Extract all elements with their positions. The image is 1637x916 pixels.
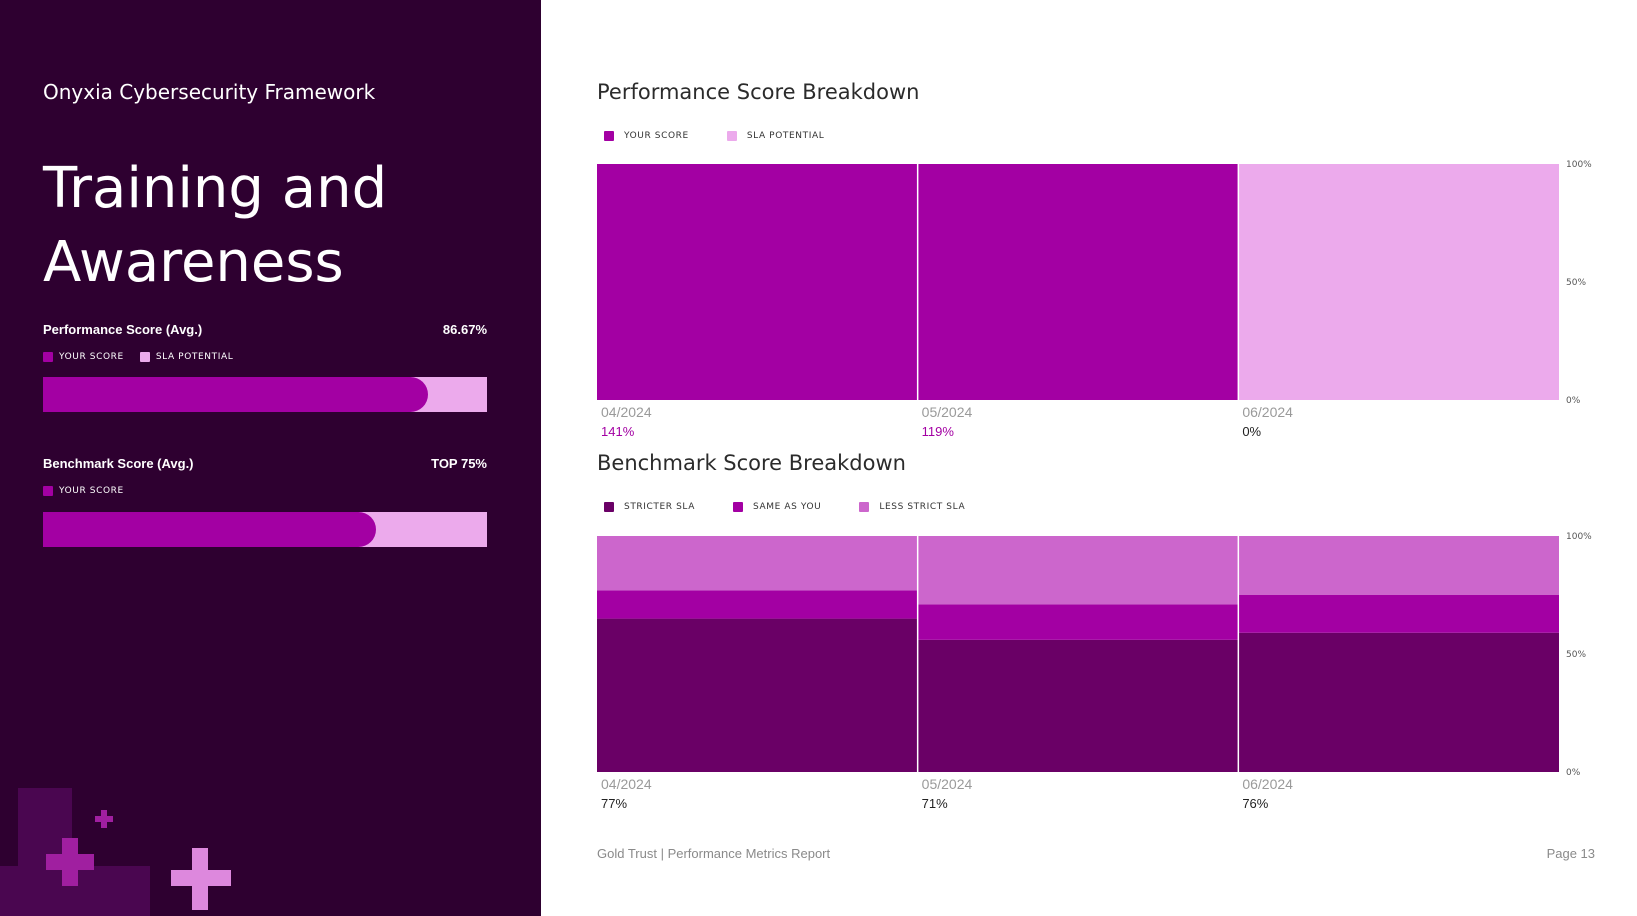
performance-legend: YOUR SCORE SLA POTENTIAL <box>43 352 243 362</box>
y-tick-label: 50% <box>1566 278 1586 288</box>
y-tick-label: 50% <box>1566 650 1586 660</box>
benchmark-legend: YOUR SCORE <box>43 486 134 496</box>
benchmark-chart-legend: STRICTER SLA SAME AS YOU LESS STRICT SLA <box>604 502 1003 512</box>
bar-segment <box>597 536 918 591</box>
brand-title: Onyxia Cybersecurity Framework <box>43 80 376 104</box>
decorative-plus-shapes <box>0 788 231 916</box>
bar-segment <box>917 164 1239 400</box>
legend-sla-potential: SLA POTENTIAL <box>155 352 234 362</box>
x-tick-label: 06/2024 <box>1242 404 1293 420</box>
bar-segment <box>597 164 918 400</box>
legend-swatch <box>604 131 614 141</box>
legend-item: LESS STRICT SLA <box>859 502 965 512</box>
legend-label: SLA POTENTIAL <box>746 131 825 141</box>
x-tick-label: 05/2024 <box>922 776 973 792</box>
benchmark-progress-fill <box>43 512 376 547</box>
performance-chart-title: Performance Score Breakdown <box>597 80 920 104</box>
legend-swatch <box>733 502 743 512</box>
legend-your-score: YOUR SCORE <box>59 486 124 496</box>
y-tick-label: 100% <box>1566 532 1592 542</box>
legend-label: SAME AS YOU <box>753 502 822 512</box>
legend-swatch <box>859 502 870 512</box>
x-tick-label: 05/2024 <box>922 404 973 420</box>
page-title-line-1: Training and <box>43 156 388 221</box>
benchmark-progress-track <box>43 512 487 547</box>
footer-page-number: Page 13 <box>1546 846 1595 861</box>
legend-label: YOUR SCORE <box>624 131 689 141</box>
your-score-swatch <box>43 486 53 496</box>
bar-segment <box>917 639 1239 772</box>
legend-swatch <box>604 502 614 512</box>
performance-chart-legend: YOUR SCORE SLA POTENTIAL <box>604 131 862 141</box>
x-tick-label: 04/2024 <box>601 776 652 792</box>
x-tick-label: 04/2024 <box>601 404 652 420</box>
sla-potential-swatch <box>139 352 150 362</box>
page-title: Training and Awareness <box>43 152 387 300</box>
footer-report-name: Gold Trust | Performance Metrics Report <box>597 846 831 861</box>
data-label: 141% <box>601 424 635 439</box>
bar-segment <box>1238 536 1559 595</box>
bar-segment <box>597 618 918 772</box>
plus-icon <box>46 854 94 870</box>
benchmark-score-chart: 04/2024 77% 05/2024 71% 06/2024 76% 0% 50% 100% <box>597 532 1592 811</box>
your-score-swatch <box>43 352 53 362</box>
data-label: 76% <box>1242 796 1268 811</box>
bar-segment <box>597 590 918 619</box>
page-title-line-2: Awareness <box>43 230 344 295</box>
benchmark-score-label: Benchmark Score (Avg.) <box>43 456 194 471</box>
y-tick-label: 0% <box>1566 396 1581 406</box>
legend-item: YOUR SCORE <box>604 131 689 141</box>
data-label: 119% <box>922 424 955 439</box>
data-label: 77% <box>601 796 627 811</box>
data-label: 0% <box>1242 424 1261 439</box>
small-plus-icon <box>95 816 113 822</box>
performance-score-value: 86.67% <box>442 322 487 337</box>
legend-label: STRICTER SLA <box>624 502 695 512</box>
legend-item: STRICTER SLA <box>604 502 695 512</box>
performance-score-chart: 04/2024 141% 05/2024 119% 06/2024 0% 0% 50% 100% <box>597 160 1592 439</box>
performance-progress-fill <box>43 377 428 412</box>
legend-item: SLA POTENTIAL <box>726 131 825 141</box>
y-tick-label: 100% <box>1566 160 1592 170</box>
plus-icon <box>171 870 231 886</box>
legend-label: LESS STRICT SLA <box>879 502 966 512</box>
legend-item: SAME AS YOU <box>733 502 821 512</box>
legend-your-score: YOUR SCORE <box>59 352 124 362</box>
benchmark-chart-title: Benchmark Score Breakdown <box>597 451 906 475</box>
benchmark-score-value: TOP 75% <box>431 456 487 471</box>
sidebar: Onyxia Cybersecurity Framework Training … <box>0 0 541 916</box>
bar-segment <box>1238 164 1559 400</box>
performance-progress-track <box>43 377 487 412</box>
bar-segment <box>1238 595 1559 633</box>
performance-score-label: Performance Score (Avg.) <box>43 322 203 337</box>
data-label: 71% <box>922 796 948 811</box>
legend-swatch <box>726 131 737 141</box>
bar-segment <box>917 536 1239 605</box>
x-tick-label: 06/2024 <box>1242 776 1293 792</box>
y-tick-label: 0% <box>1566 768 1581 778</box>
bar-segment <box>917 604 1239 640</box>
bar-segment <box>1238 632 1559 772</box>
